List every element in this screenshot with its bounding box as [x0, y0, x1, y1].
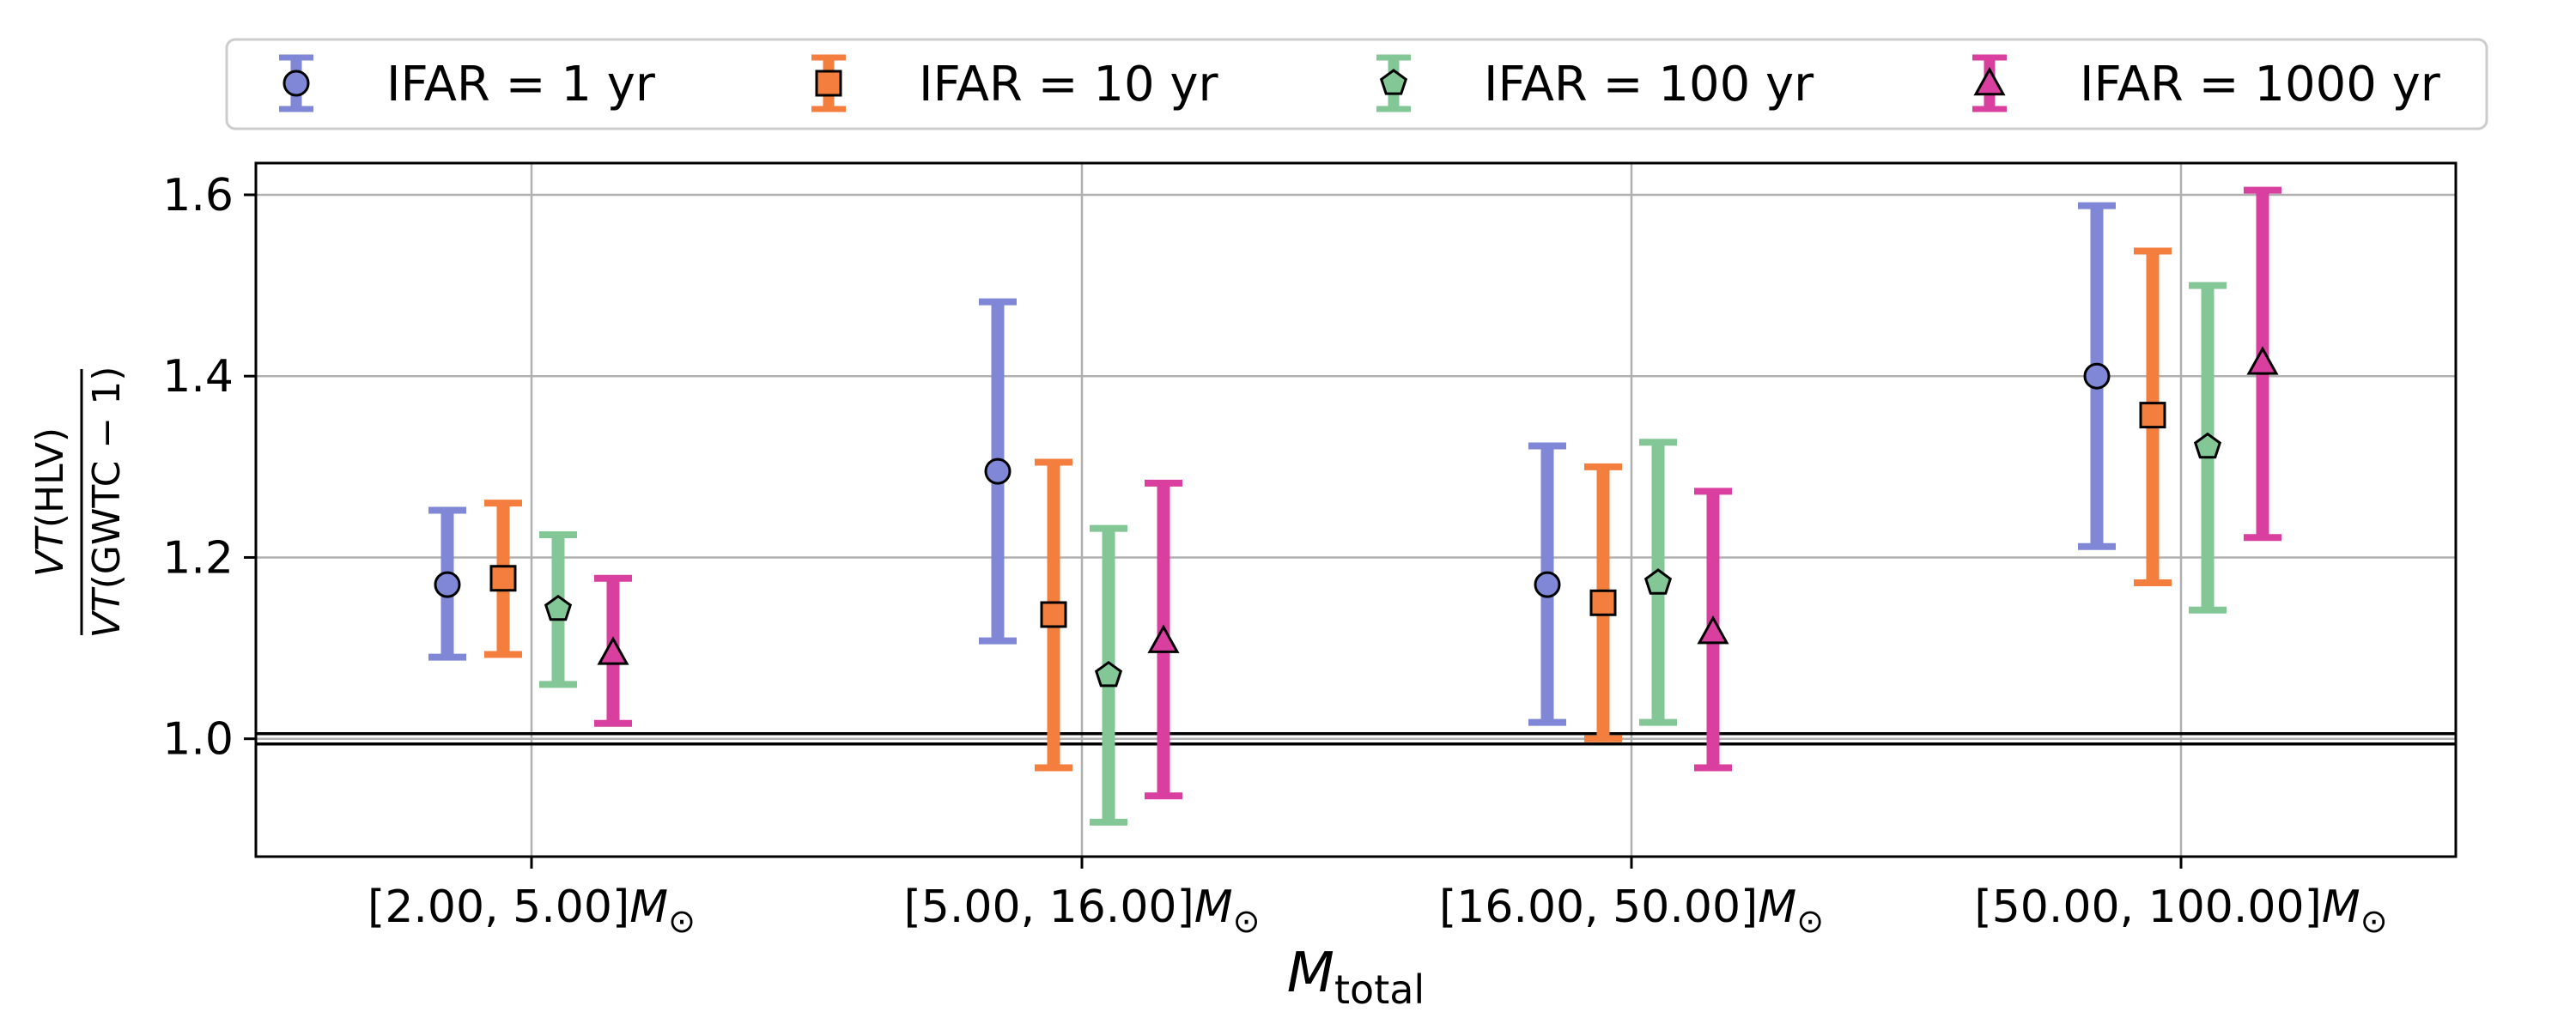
data-point — [1534, 571, 1561, 598]
series-square — [484, 247, 2172, 772]
legend-item: IFAR = 1 yr — [279, 54, 656, 112]
x-tick-label: [5.00, 16.00]M⊙ — [904, 882, 1261, 940]
y-label-numerator: VT(HLV) — [28, 427, 72, 577]
legend: IFAR = 1 yr IFAR = 10 yr IFAR = 100 yr IFAR… — [225, 38, 2488, 130]
legend-marker — [1379, 69, 1408, 95]
series-pentagon — [539, 282, 2227, 826]
reference-line — [256, 731, 2456, 746]
legend-label: IFAR = 100 yr — [1484, 57, 1814, 112]
data-point — [984, 457, 1012, 485]
legend-label: IFAR = 1000 yr — [2080, 57, 2441, 112]
legend-item: IFAR = 100 yr — [1376, 54, 1814, 112]
y-tick-label: 1.2 — [162, 532, 234, 584]
data-point — [544, 594, 573, 621]
data-point — [2193, 432, 2222, 459]
legend-marker — [1973, 66, 2006, 96]
series-triangle — [594, 186, 2281, 800]
legend-label: IFAR = 10 yr — [919, 57, 1219, 112]
legend-marker — [815, 70, 842, 97]
data-point — [2083, 362, 2111, 390]
axis-labels: Mtotal VT(HLV) VT(GWTC − 1) — [28, 367, 1425, 1013]
series-circle — [428, 202, 2116, 726]
data-point — [2246, 346, 2279, 375]
data-point — [434, 571, 461, 598]
x-axis-label: Mtotal — [1287, 942, 1425, 1013]
legend-marker — [283, 70, 310, 97]
y-tick-label: 1.0 — [162, 714, 234, 766]
data-point — [1589, 589, 1617, 616]
legend-item: IFAR = 1000 yr — [1972, 54, 2441, 112]
y-tick-label: 1.4 — [162, 351, 234, 403]
plot-frame — [254, 161, 2458, 858]
data-point — [1147, 624, 1180, 653]
y-axis-label: VT(HLV) VT(GWTC − 1) — [28, 367, 129, 639]
data-point — [1643, 568, 1673, 595]
y-tick-label: 1.6 — [162, 170, 234, 221]
grid-lines — [256, 163, 2456, 857]
data-point — [1094, 660, 1123, 688]
x-tick-label: [16.00, 50.00]M⊙ — [1439, 882, 1824, 940]
legend-box — [225, 38, 2488, 130]
data-point — [1697, 615, 1729, 645]
data-point — [489, 565, 517, 592]
x-tick-label: [50.00, 100.00]M⊙ — [1974, 882, 2387, 940]
legend-item: IFAR = 10 yr — [811, 54, 1219, 112]
data-point — [1040, 601, 1067, 628]
data-series — [428, 186, 2281, 826]
legend-label: IFAR = 1 yr — [386, 57, 656, 112]
data-point — [597, 636, 629, 665]
data-point — [2139, 402, 2166, 429]
x-ticks: [2.00, 5.00]M⊙ [5.00, 16.00]M⊙ [16.00, 50.… — [368, 857, 2388, 940]
x-tick-label: [2.00, 5.00]M⊙ — [368, 882, 696, 940]
y-label-denominator: VT(GWTC − 1) — [85, 367, 129, 639]
y-ticks: 1.0 1.2 1.4 1.6 — [162, 170, 256, 766]
